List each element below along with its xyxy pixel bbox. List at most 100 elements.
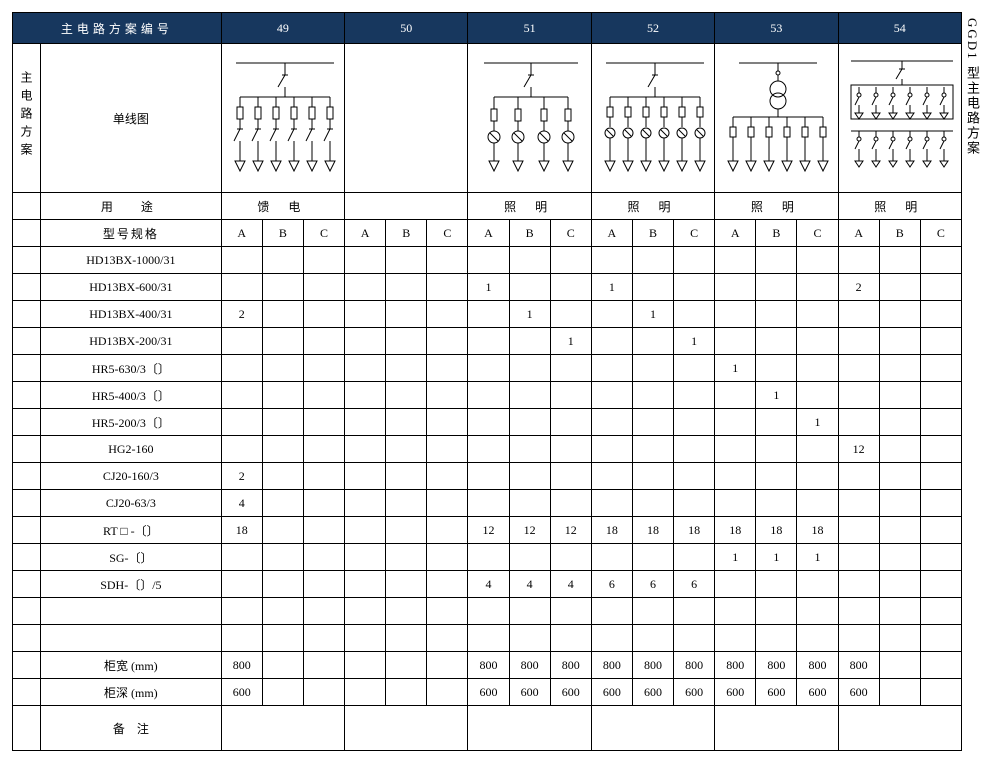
spec-cell (797, 490, 838, 517)
depth-row: 柜深 (mm) 600 600600600 600600600 60060060… (13, 679, 962, 706)
depth-label: 柜深 (mm) (41, 679, 222, 706)
abc: A (838, 220, 879, 247)
spec-cell (509, 463, 550, 490)
diagram-row: 主电路方案 单线图 (13, 44, 962, 193)
spec-cell (221, 328, 262, 355)
v: 800 (591, 652, 632, 679)
spec-cell (386, 598, 427, 625)
spec-cell (262, 490, 303, 517)
spec-cell (509, 490, 550, 517)
notes-label: 备 注 (41, 706, 222, 751)
scheme-label-cell: 主电路方案编号 (13, 13, 222, 44)
spec-cell (386, 436, 427, 463)
spec-cell (509, 544, 550, 571)
spec-cell (345, 517, 386, 544)
spec-cell (879, 490, 920, 517)
stub (13, 409, 41, 436)
v (386, 652, 427, 679)
spec-cell (591, 490, 632, 517)
stub (13, 463, 41, 490)
width-row: 柜宽 (mm) 800 800800800 800800800 80080080… (13, 652, 962, 679)
stub (13, 436, 41, 463)
spec-cell: 18 (591, 517, 632, 544)
spec-cell (674, 355, 715, 382)
spec-cell (468, 409, 509, 436)
v (427, 679, 468, 706)
spec-cell (303, 517, 344, 544)
spec-cell (632, 247, 673, 274)
spec-cell (303, 301, 344, 328)
spec-cell (468, 247, 509, 274)
spec-cell (550, 490, 591, 517)
spec-cell (838, 598, 879, 625)
spec-cell (920, 274, 961, 301)
abc: A (715, 220, 756, 247)
spec-cell: 12 (838, 436, 879, 463)
spec-cell (674, 436, 715, 463)
spec-cell (838, 571, 879, 598)
spec-cell (386, 463, 427, 490)
stub (13, 544, 41, 571)
abc: B (756, 220, 797, 247)
scheme-num: 50 (345, 13, 468, 44)
spec-cell (715, 598, 756, 625)
spec-cell (262, 328, 303, 355)
v: 800 (797, 652, 838, 679)
spec-cell (427, 598, 468, 625)
spec-cell: 1 (591, 274, 632, 301)
stub (13, 355, 41, 382)
usage-label: 用 途 (41, 193, 222, 220)
spec-row-label: HR5-400/3〔〕 (41, 382, 222, 409)
spec-cell (715, 247, 756, 274)
spec-row-label: HD13BX-200/31 (41, 328, 222, 355)
spec-cell (797, 355, 838, 382)
spec-cell (262, 382, 303, 409)
spec-cell (715, 409, 756, 436)
v: 600 (221, 679, 262, 706)
spec-cell (879, 382, 920, 409)
spec-row-label: CJ20-63/3 (41, 490, 222, 517)
spec-cell (386, 355, 427, 382)
spec-cell (920, 463, 961, 490)
spec-row (13, 625, 962, 652)
spec-cell (674, 625, 715, 652)
spec-cell (756, 490, 797, 517)
usage-val (345, 193, 468, 220)
spec-cell (509, 625, 550, 652)
usage-val: 照 明 (468, 193, 591, 220)
spec-row-label (41, 598, 222, 625)
spec-cell (386, 409, 427, 436)
v: 800 (632, 652, 673, 679)
v: 600 (468, 679, 509, 706)
spec-cell (920, 544, 961, 571)
notes-cell (221, 706, 344, 751)
spec-cell (632, 544, 673, 571)
spec-cell: 18 (674, 517, 715, 544)
spec-cell (756, 598, 797, 625)
spec-cell (674, 544, 715, 571)
stub (13, 193, 41, 220)
spec-cell (838, 355, 879, 382)
spec-cell (386, 247, 427, 274)
stub (13, 598, 41, 625)
spec-cell (632, 274, 673, 301)
spec-cell (345, 274, 386, 301)
spec-cell (303, 328, 344, 355)
lighting-6ct-icon (596, 53, 714, 183)
stub (13, 220, 41, 247)
spec-cell (509, 436, 550, 463)
spec-cell (715, 571, 756, 598)
spec-cell (879, 463, 920, 490)
abc: C (674, 220, 715, 247)
spec-cell (303, 598, 344, 625)
spec-row: HR5-400/3〔〕1 (13, 382, 962, 409)
stub (13, 571, 41, 598)
spec-cell: 1 (674, 328, 715, 355)
spec-cell (550, 247, 591, 274)
spec-cell (797, 598, 838, 625)
spec-cell (345, 328, 386, 355)
spec-cell: 6 (632, 571, 673, 598)
spec-cell (509, 328, 550, 355)
abc: A (221, 220, 262, 247)
v: 600 (509, 679, 550, 706)
